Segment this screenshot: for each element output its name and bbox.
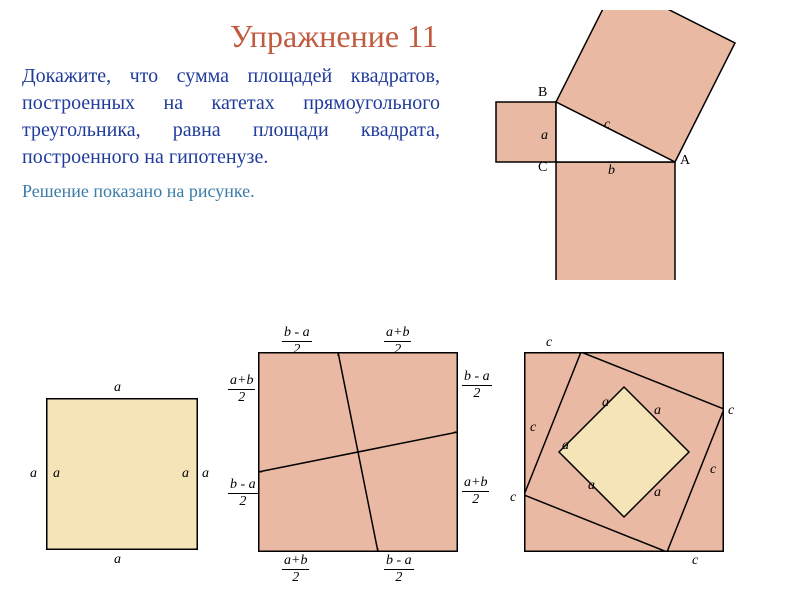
sq1-a-bottom: a — [114, 552, 121, 568]
sq3-c-bot: c — [692, 553, 698, 569]
sq3-c-top: c — [546, 335, 552, 351]
pythagoras-figure — [480, 10, 780, 280]
label-a: a — [541, 128, 548, 144]
sq1-a-left: a — [30, 466, 37, 482]
sq2-left-plus: a+b2 — [228, 374, 255, 405]
sq3-c-right: c — [728, 403, 734, 419]
sq2-bot-plus: a+b2 — [282, 554, 309, 585]
label-b: b — [608, 163, 615, 179]
sq1-a-right: a — [202, 466, 209, 482]
sq2-top-minus: b - a2 — [282, 326, 312, 357]
sq2-bot-minus: b - a2 — [384, 554, 414, 585]
sq2-right-plus: a+b2 — [462, 476, 489, 507]
square-c-with-inner — [524, 352, 724, 552]
sq3-c-innerR: c — [710, 462, 716, 478]
sq3-c-innerL: c — [530, 420, 536, 436]
square-b — [556, 162, 675, 280]
label-c: c — [604, 117, 610, 133]
sq1-a-inner-r: a — [182, 466, 189, 482]
label-C: C — [538, 160, 547, 176]
sq2-top-plus: a+b2 — [384, 326, 411, 357]
sq3-a1: a — [602, 395, 609, 411]
sq3-aL: a — [562, 438, 569, 454]
sq2-left-minus: b - a2 — [228, 478, 258, 509]
sq1-a-inner-l: a — [53, 466, 60, 482]
sq3-a2: a — [654, 403, 661, 419]
label-B: B — [538, 85, 547, 101]
sq3-a4: a — [588, 478, 595, 494]
sq3-a3: a — [654, 485, 661, 501]
sq3-c-left: c — [510, 490, 516, 506]
problem-statement: Докажите, что сумма площадей квадратов, … — [0, 55, 440, 171]
sq2-right-minus: b - a2 — [462, 370, 492, 401]
square-a-plain — [46, 398, 198, 550]
label-A: A — [680, 153, 690, 169]
sq1-a-top: a — [114, 380, 121, 396]
square-b-dissected — [258, 352, 458, 552]
